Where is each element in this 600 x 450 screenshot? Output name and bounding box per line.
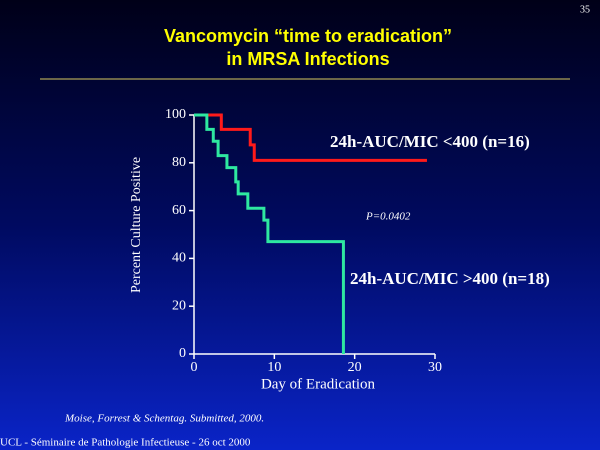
x-tick-label: 20 [348,360,362,375]
step-line [194,113,345,354]
x-tick-label: 10 [267,360,281,375]
y-tick-label: 60 [172,203,186,218]
y-tick-label: 0 [179,346,186,361]
x-tick-label: 0 [191,360,198,375]
series-label: 24h-AUC/MIC <400 (n=16) [330,132,530,151]
y-tick-label: 100 [165,107,186,122]
x-tick-label: 30 [428,360,442,375]
citation: Moise, Forrest & Schentag. Submitted, 20… [64,413,264,425]
p-value: P=0.0402 [365,211,411,223]
x-axis-label: Day of Eradication [261,376,376,392]
series-label: 24h-AUC/MIC >400 (n=18) [350,269,550,288]
y-axis-label: Percent Culture Positive [129,157,144,293]
footer: UCL - Séminaire de Pathologie Infectieus… [0,437,251,449]
chart-title: Vancomycin “time to eradication” [164,26,452,46]
page-number: 35 [580,4,590,15]
chart-title: in MRSA Infections [226,49,389,69]
step-line [194,113,427,162]
y-tick-label: 80 [172,155,186,170]
y-tick-label: 20 [172,298,186,313]
y-tick-label: 40 [172,251,186,266]
